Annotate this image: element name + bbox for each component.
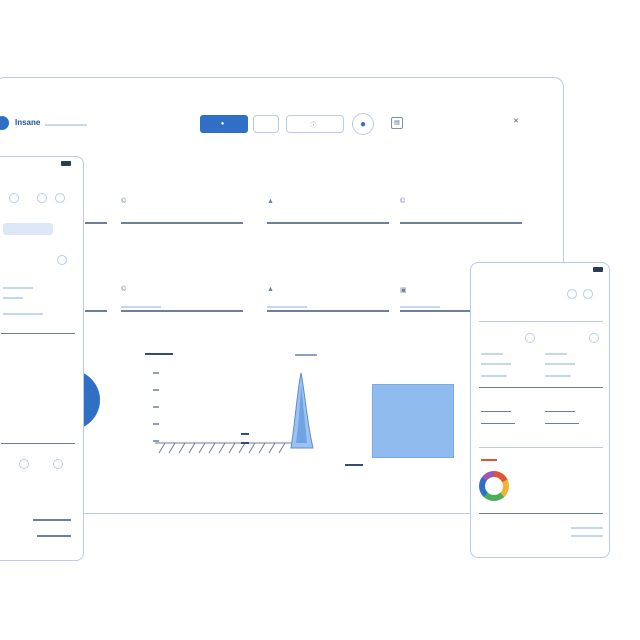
stat-value xyxy=(481,363,511,365)
metric-icon: © xyxy=(400,198,405,205)
metric-underline xyxy=(400,222,522,224)
spike-chart xyxy=(145,353,315,468)
metric-icon: © xyxy=(121,198,126,205)
user-icon[interactable] xyxy=(583,289,593,299)
metric-icon: ▲ xyxy=(267,198,274,205)
water-drop-icon[interactable]: ● xyxy=(352,113,374,135)
metric-icon: © xyxy=(121,286,126,293)
secondary-button[interactable] xyxy=(253,115,279,133)
highlight-panel[interactable] xyxy=(372,384,454,458)
drop-icon xyxy=(525,333,535,343)
divider xyxy=(479,321,603,322)
menu-icon[interactable] xyxy=(9,193,19,203)
bell-icon: ● xyxy=(221,121,225,127)
legend-swatch xyxy=(241,442,249,444)
chevron-icon[interactable] xyxy=(589,333,599,343)
battery-icon xyxy=(61,161,71,166)
stat-value xyxy=(545,375,571,377)
metric-card[interactable]: © xyxy=(400,198,522,224)
metric-underline xyxy=(267,310,389,312)
divider xyxy=(85,222,107,224)
brand-tagline xyxy=(45,124,87,126)
info-icon[interactable] xyxy=(57,255,67,265)
stat-value xyxy=(481,375,507,377)
metric-icon: ▣ xyxy=(400,286,407,294)
metric-sub-bar xyxy=(267,306,307,308)
battery-icon xyxy=(593,267,603,272)
stat-line xyxy=(481,423,515,424)
bell-icon[interactable] xyxy=(567,289,577,299)
metric-card[interactable]: © xyxy=(121,198,243,224)
close-icon[interactable]: ✕ xyxy=(513,117,519,125)
chart-x-label xyxy=(345,464,363,466)
stat-value xyxy=(545,363,575,365)
footer-line xyxy=(571,527,603,529)
list-item xyxy=(3,287,33,289)
brand-logo xyxy=(0,116,9,130)
legend-item xyxy=(241,433,251,435)
stat-line xyxy=(545,423,579,424)
divider xyxy=(479,513,603,514)
footer-line xyxy=(37,535,71,537)
divider xyxy=(85,310,107,312)
search-input[interactable] xyxy=(3,223,53,235)
brand-name: Insane xyxy=(15,118,40,127)
metric-sub-bar xyxy=(121,306,161,308)
divider xyxy=(479,387,603,388)
nav-icon[interactable] xyxy=(19,459,29,469)
metric-sub-bar xyxy=(400,306,440,308)
metric-underline xyxy=(121,222,243,224)
home-icon[interactable] xyxy=(37,193,47,203)
stat-label xyxy=(481,353,503,355)
donut-title xyxy=(481,459,497,461)
footer-line xyxy=(571,535,603,537)
metric-card[interactable]: © xyxy=(121,286,243,312)
divider xyxy=(1,333,75,334)
stat-label xyxy=(545,353,567,355)
divider xyxy=(1,443,75,444)
phone-left xyxy=(0,156,84,561)
phone-right xyxy=(470,262,610,558)
stat-line xyxy=(545,411,575,412)
donut-chart xyxy=(479,471,509,501)
document-icon: ▤ xyxy=(391,117,403,129)
footer-line xyxy=(33,519,71,521)
info-icon: ⓘ xyxy=(310,120,316,129)
list-item xyxy=(3,313,43,315)
metric-underline xyxy=(121,310,243,312)
legend-item xyxy=(241,442,251,444)
primary-action-button[interactable]: ● xyxy=(200,115,248,133)
metric-card[interactable]: ▲ xyxy=(267,286,389,312)
metric-icon: ▲ xyxy=(267,286,274,293)
chart-side-label xyxy=(295,354,317,356)
divider xyxy=(479,447,603,448)
filter-button[interactable]: ⓘ xyxy=(286,115,344,133)
list-item xyxy=(3,297,23,299)
chart-canvas xyxy=(145,353,315,468)
metric-card[interactable]: ▲ xyxy=(267,198,389,224)
dashboard-header: Insane ● ⓘ ● ▤ ✕ xyxy=(0,108,563,142)
legend-swatch xyxy=(241,433,249,435)
stat-line xyxy=(481,411,511,412)
metric-underline xyxy=(267,222,389,224)
nav-icon[interactable] xyxy=(53,459,63,469)
settings-icon[interactable] xyxy=(55,193,65,203)
